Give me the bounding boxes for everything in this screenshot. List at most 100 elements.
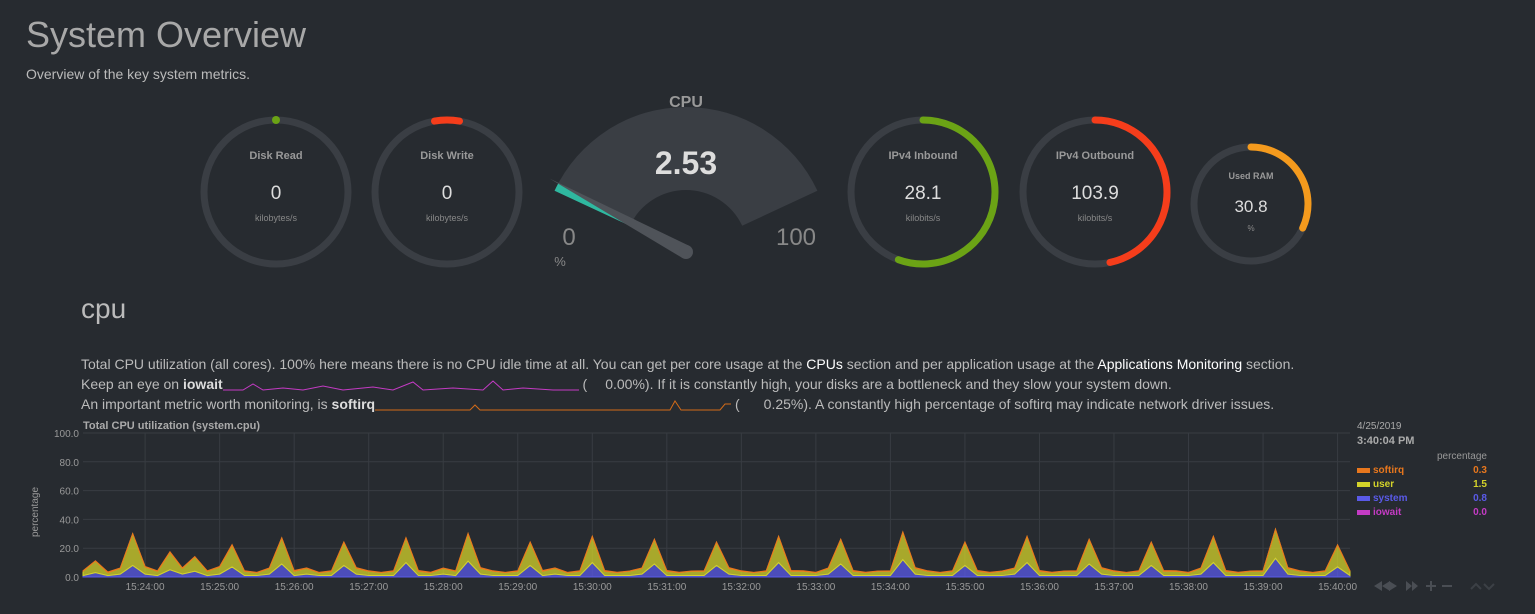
description-line: An important metric worth monitoring, is… [81, 394, 1381, 414]
text: ). If it is constantly high, your disks … [644, 376, 1172, 392]
text: Total CPU utilization (all cores). 100% … [81, 356, 807, 372]
gauge-value: 30.8 [1234, 197, 1267, 216]
y-axis-label: percentage [30, 487, 41, 537]
sparkline [222, 380, 579, 391]
description-line: Total CPU utilization (all cores). 100% … [81, 354, 1381, 374]
text: section. [1242, 356, 1295, 372]
legend-value: 1.5 [1473, 479, 1487, 490]
gauge-units: kilobytes/s [255, 213, 298, 223]
gauge-value: 103.9 [1071, 183, 1119, 204]
legend-value: 0.0 [1473, 507, 1487, 518]
y-tick-label: 100.0 [54, 429, 79, 440]
chart-title: Total CPU utilization (system.cpu) [83, 420, 260, 432]
x-tick-label: 15:37:00 [1095, 582, 1134, 593]
x-tick-label: 15:35:00 [945, 582, 984, 593]
gauge-value: 0 [442, 183, 453, 204]
gauge-title: Used RAM [1228, 171, 1273, 181]
x-tick-label: 15:29:00 [498, 582, 537, 593]
y-tick-label: 0.0 [65, 573, 79, 584]
rewind-icon[interactable] [1374, 581, 1390, 591]
y-tick-label: 20.0 [60, 544, 80, 555]
gauge-title: IPv4 Outbound [1056, 150, 1134, 162]
y-tick-label: 60.0 [60, 487, 80, 498]
gauge-title: Disk Write [420, 150, 474, 162]
legend-value: 0.3 [1473, 465, 1487, 476]
x-tick-label: 15:38:00 [1169, 582, 1208, 593]
x-tick-label: 15:34:00 [871, 582, 910, 593]
legend-units: percentage [1437, 451, 1487, 462]
x-tick-label: 15:31:00 [647, 582, 686, 593]
legend-date: 4/25/2019 [1357, 421, 1402, 432]
metric-name: iowait [182, 376, 223, 392]
link[interactable]: CPUs [806, 356, 843, 372]
gauge-value: 2.53 [655, 145, 717, 181]
legend-swatch [1357, 482, 1370, 487]
gauge-value: 0 [271, 183, 282, 204]
text: section and per application usage at the [842, 356, 1098, 372]
zoom-out-icon[interactable] [1442, 585, 1452, 587]
play-icon[interactable] [1389, 581, 1397, 591]
text: ( [731, 396, 740, 412]
gauge-dot [272, 116, 280, 124]
x-tick-label: 15:25:00 [200, 582, 239, 593]
gauge-max: 100 [776, 224, 816, 251]
gauge-units: % [1247, 224, 1254, 233]
section-description: Total CPU utilization (all cores). 100% … [81, 354, 1381, 414]
gauge-arc [1091, 116, 1171, 266]
description-line: Keep an eye on iowait (0.00%). If it is … [81, 374, 1381, 394]
sparkline-line [222, 380, 579, 391]
legend-name: iowait [1373, 507, 1402, 518]
gauge-units: % [554, 254, 566, 269]
x-tick-label: 15:36:00 [1020, 582, 1059, 593]
gauge-units: kilobits/s [906, 213, 941, 223]
section-heading: cpu [81, 293, 126, 324]
legend-name: softirq [1373, 465, 1404, 476]
gauge-units: kilobytes/s [426, 213, 469, 223]
metric-value: 0.00% [605, 376, 645, 392]
legend-swatch [1357, 468, 1370, 473]
legend-name: system [1373, 493, 1408, 504]
page-title: System Overview [26, 14, 307, 55]
gauge-arc [894, 116, 999, 268]
x-tick-label: 15:28:00 [424, 582, 463, 593]
cpu-gauge: CPU 2.53 0 100% [549, 94, 818, 269]
link[interactable]: Applications Monitoring [1097, 356, 1243, 372]
metric-name: softirq [331, 396, 376, 412]
x-tick-label: 15:33:00 [796, 582, 835, 593]
y-tick-label: 80.0 [60, 458, 80, 469]
gauge-background [554, 107, 818, 226]
sparkline-line [375, 400, 732, 411]
gauge-hub [679, 245, 693, 259]
gauge-units: kilobits/s [1078, 213, 1113, 223]
gauge-title: Disk Read [249, 150, 302, 162]
forward-icon[interactable] [1406, 581, 1418, 591]
x-tick-label: 15:40:00 [1318, 582, 1357, 593]
x-tick-label: 15:26:00 [275, 582, 314, 593]
zoom-in-icon[interactable] [1426, 581, 1436, 591]
legend-time: 3:40:04 PM [1357, 435, 1414, 447]
metric-value: 0.25% [763, 396, 804, 412]
gauge-arc [1247, 143, 1312, 232]
gauge-title: IPv4 Inbound [888, 150, 957, 162]
legend-value: 0.8 [1473, 493, 1487, 504]
gauge-value: 28.1 [905, 183, 942, 204]
sparkline [375, 400, 732, 411]
gauge-arc [430, 116, 464, 125]
text: ). A constantly high percentage of softi… [803, 396, 1275, 412]
resize-icon[interactable] [1483, 583, 1495, 591]
resize-icon[interactable] [1470, 582, 1482, 590]
text: ( [578, 376, 588, 392]
chart-controls [1374, 581, 1495, 591]
legend-swatch [1357, 496, 1370, 501]
gauge-min: 0 [562, 224, 575, 251]
x-tick-label: 15:39:00 [1244, 582, 1283, 593]
x-tick-label: 15:30:00 [573, 582, 612, 593]
x-tick-label: 15:32:00 [722, 582, 761, 593]
cpu-chart: Total CPU utilization (system.cpu) percen… [30, 420, 1487, 593]
legend-swatch [1357, 510, 1370, 515]
legend-name: user [1373, 479, 1394, 490]
text: An important metric worth monitoring, is [81, 396, 332, 412]
gauge-title: CPU [669, 94, 703, 111]
